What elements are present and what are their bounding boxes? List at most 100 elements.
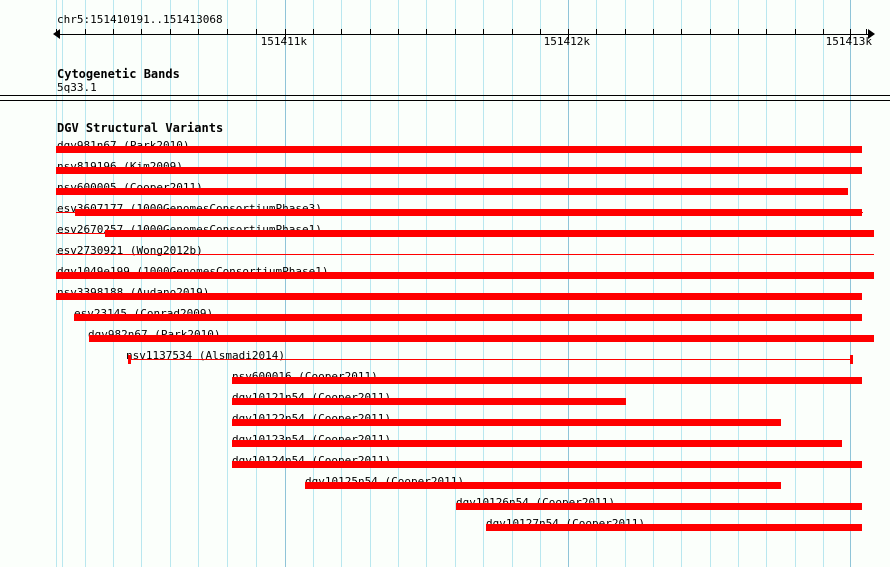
ruler-tick-minor	[540, 29, 541, 35]
variant-track-label[interactable]: nsv1137534 (Alsmadi2014)	[126, 349, 285, 362]
variant-feature-bar[interactable]	[232, 419, 781, 426]
gridline	[823, 0, 824, 567]
ruler-tick-minor	[56, 29, 57, 35]
variant-track-label[interactable]: dgv10126n54 (Cooper2011)	[456, 497, 615, 508]
ruler-tick-minor	[681, 29, 682, 35]
variant-feature-bar[interactable]	[232, 398, 626, 405]
ruler-tick-minor	[341, 29, 342, 35]
variant-track-label[interactable]: nsv600016 (Cooper2011)	[232, 371, 378, 382]
ruler-tick-minor	[866, 29, 867, 35]
variant-feature-endcap-right	[850, 355, 853, 364]
variant-track-label[interactable]: nsv3398188 (Audano2019)	[57, 287, 209, 298]
gridline	[540, 0, 541, 567]
ruler-tick-minor	[512, 29, 513, 35]
gridline	[766, 0, 767, 567]
ruler-tick-major	[850, 29, 851, 40]
ruler-tick-minor	[170, 29, 171, 35]
ruler-tick-minor	[455, 29, 456, 35]
gridline	[426, 0, 427, 567]
variant-track-label[interactable]: nsv600005 (Cooper2011)	[57, 182, 203, 193]
variant-feature-bar[interactable]	[232, 440, 842, 447]
gridline	[596, 0, 597, 567]
locus-label: chr5:151410191..151413068	[57, 13, 223, 26]
variant-feature-bar[interactable]	[305, 482, 781, 489]
variant-feature-bar[interactable]	[232, 377, 862, 384]
ruler-tick-minor	[795, 29, 796, 35]
variant-feature-bar[interactable]	[56, 293, 862, 300]
variant-track-label[interactable]: esv2730921 (Wong2012b)	[57, 244, 203, 257]
ruler-tick-minor	[313, 29, 314, 35]
gridline	[512, 0, 513, 567]
variant-track-label[interactable]: dgv10125n54 (Cooper2011)	[305, 476, 464, 487]
ruler-tick-minor	[227, 29, 228, 35]
variant-track-label[interactable]: dgv1049e199 (1000GenomesConsortiumPhase1…	[57, 266, 329, 277]
ruler-tick-major	[285, 29, 286, 40]
ruler-tick-minor	[710, 29, 711, 35]
variant-track-label[interactable]: esv2670257 (1000GenomesConsortiumPhase1)	[57, 223, 322, 236]
cytogenetic-band-label[interactable]: 5q33.1	[57, 81, 97, 94]
ruler-tick-minor	[766, 29, 767, 35]
ruler-tick-minor	[256, 29, 257, 35]
variant-feature-bar[interactable]	[232, 461, 862, 468]
ruler-tick-minor	[625, 29, 626, 35]
ruler-tick-minor	[653, 29, 654, 35]
band-track-line	[0, 95, 890, 96]
ruler-tick-minor	[370, 29, 371, 35]
gridline	[738, 0, 739, 567]
ruler-tick-minor	[823, 29, 824, 35]
ruler-tick-label: 151412k	[543, 35, 590, 48]
variant-feature-bar[interactable]	[486, 524, 862, 531]
variant-track-label[interactable]: nsv819196 (Kim2009)	[57, 161, 183, 172]
gridline	[170, 0, 171, 567]
ruler-tick-minor	[198, 29, 199, 35]
variant-track-label[interactable]: esv23145 (Conrad2009)	[74, 308, 213, 319]
variant-feature-bar[interactable]	[74, 314, 862, 321]
gridline	[141, 0, 142, 567]
ruler-tick-label: 151411k	[260, 35, 307, 48]
variant-feature-bar[interactable]	[56, 167, 862, 174]
variant-track-label[interactable]: dgv10127n54 (Cooper2011)	[486, 518, 645, 529]
variant-feature-bar[interactable]	[75, 209, 862, 216]
gridline	[483, 0, 484, 567]
variant-feature-bar[interactable]	[89, 335, 874, 342]
variant-feature-bar[interactable]	[105, 230, 874, 237]
dgv-section-title: DGV Structural Variants	[57, 121, 224, 135]
variant-track-label[interactable]: dgv10124n54 (Cooper2011)	[232, 455, 391, 466]
gridline	[62, 0, 63, 567]
gridline	[795, 0, 796, 567]
gridline	[227, 0, 228, 567]
variant-feature-line[interactable]	[56, 254, 874, 255]
variant-track-label[interactable]: esv3607177 (1000GenomesConsortiumPhase3)	[57, 203, 322, 214]
gridline	[398, 0, 399, 567]
gridline	[370, 0, 371, 567]
variant-feature-line[interactable]	[128, 359, 853, 360]
gridline	[653, 0, 654, 567]
variant-track-label[interactable]: dgv10123n54 (Cooper2011)	[232, 434, 391, 445]
variant-track-label[interactable]: dgv981n67 (Park2010)	[57, 140, 189, 151]
ruler-tick-major	[568, 29, 569, 40]
ruler-tick-minor	[483, 29, 484, 35]
ruler-tick-minor	[85, 29, 86, 35]
ruler-tick-minor	[426, 29, 427, 35]
variant-feature-endcap-left	[128, 355, 131, 364]
variant-track-label[interactable]: dgv10122n54 (Cooper2011)	[232, 413, 391, 424]
variant-feature-bar[interactable]	[456, 503, 862, 510]
variant-feature-bar[interactable]	[56, 188, 848, 195]
gridline	[625, 0, 626, 567]
section-divider	[0, 100, 890, 101]
gridline	[710, 0, 711, 567]
variant-feature-bar[interactable]	[56, 272, 874, 279]
ruler-axis	[56, 34, 873, 35]
gridline	[313, 0, 314, 567]
gridline	[56, 0, 57, 567]
variant-track-label[interactable]: dgv982n67 (Park2010)	[88, 329, 220, 340]
ruler-tick-minor	[141, 29, 142, 35]
variant-feature-bar[interactable]	[56, 146, 862, 153]
gridline	[681, 0, 682, 567]
ruler-tick-minor	[113, 29, 114, 35]
ruler-tick-minor	[596, 29, 597, 35]
variant-track-label[interactable]: dgv10121n54 (Cooper2011)	[232, 392, 391, 403]
gridline	[198, 0, 199, 567]
gridline	[568, 0, 569, 567]
